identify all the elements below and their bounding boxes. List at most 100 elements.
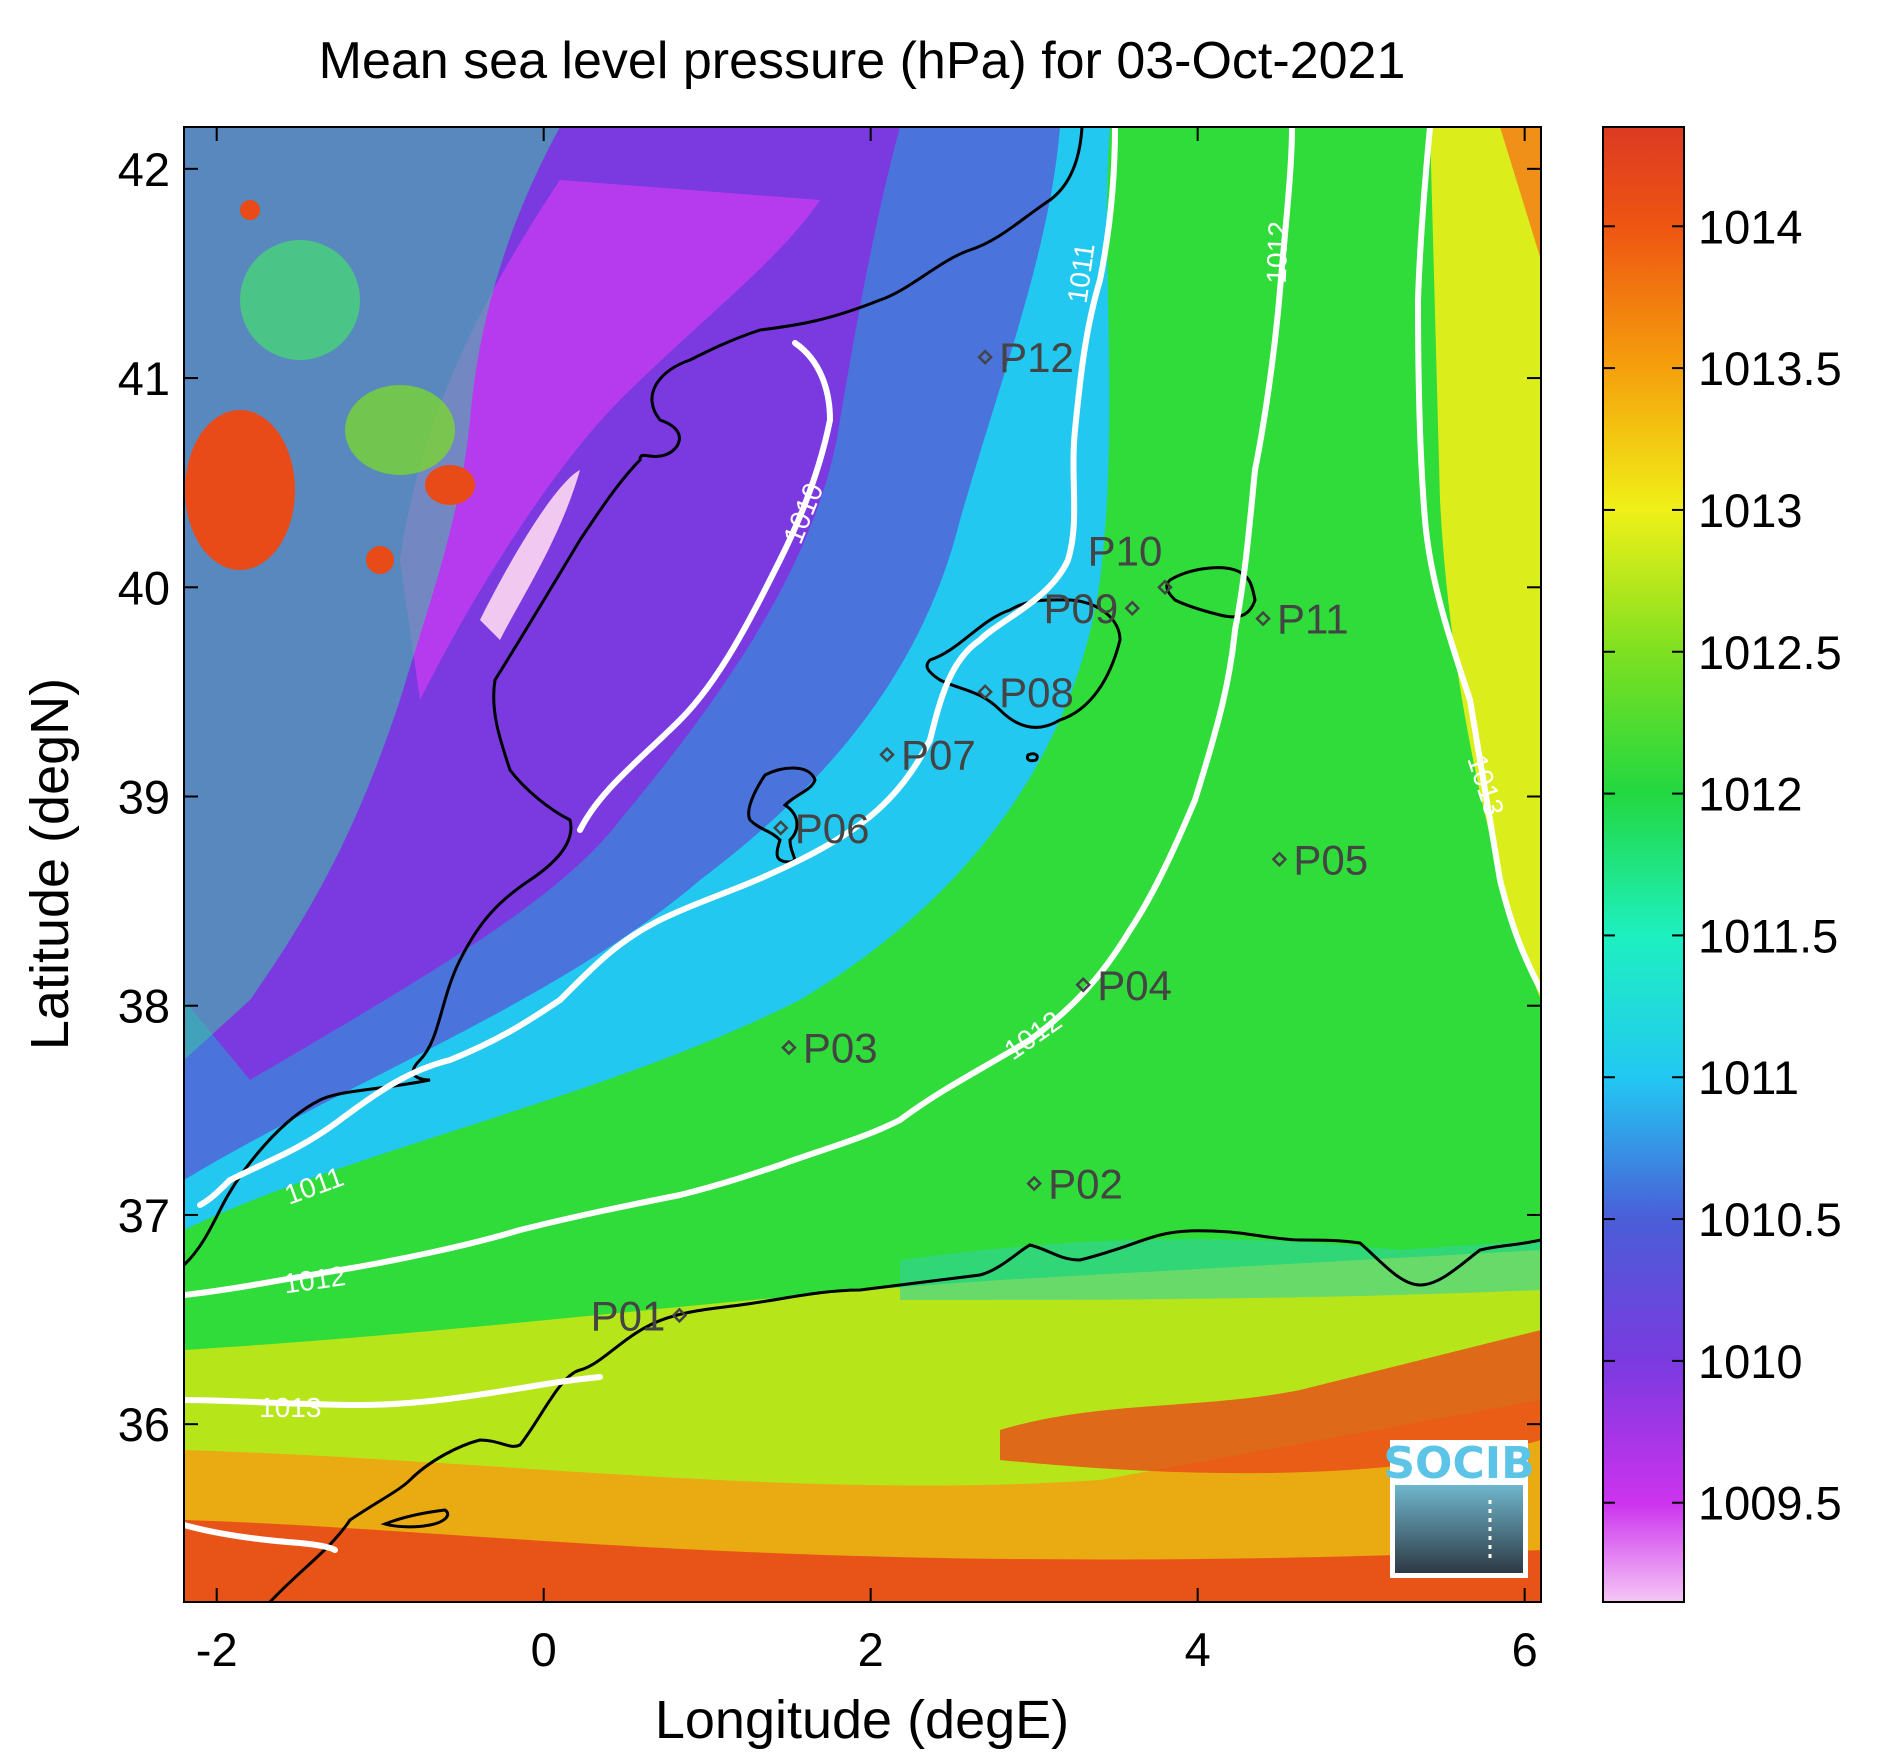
x-tick-label: 0 xyxy=(531,1623,557,1676)
station-p06[interactable]: P06 xyxy=(772,805,870,852)
isobar-1011-north xyxy=(197,127,1118,1208)
coastline-alboran xyxy=(380,1508,450,1529)
x-tick-label: 4 xyxy=(1185,1623,1211,1676)
station-marker xyxy=(1124,600,1141,616)
station-label: P02 xyxy=(1048,1161,1123,1208)
socib-logo-text: SOCIB xyxy=(1383,1438,1534,1489)
colorbar-tick-label: 1013 xyxy=(1698,484,1803,537)
field-africa-green xyxy=(900,1239,1541,1300)
stations: P01 P02 P03 P04 P05 P06 P07 P08 P09 P10 P11 P12 xyxy=(591,334,1368,1339)
station-label: P04 xyxy=(1097,962,1172,1009)
station-marker xyxy=(1026,1175,1042,1192)
isobars xyxy=(184,127,1541,1553)
coastline-mallorca xyxy=(925,598,1122,729)
field-land-high-1 xyxy=(185,410,295,570)
field-iberia-land xyxy=(184,127,560,1060)
field-africa-red-1 xyxy=(1000,1330,1541,1474)
colorbar-tick-label: 1009.5 xyxy=(1698,1477,1842,1530)
station-marker xyxy=(1157,579,1173,596)
colorbar-ticks: 1009.5 1010 1010.5 1011 1011.5 1012 1012.5 1013… xyxy=(1603,200,1842,1530)
y-tick-label: 40 xyxy=(118,561,170,614)
station-marker xyxy=(977,349,993,365)
x-tick-label: 6 xyxy=(1512,1623,1538,1676)
station-p12[interactable]: P12 xyxy=(977,334,1074,381)
station-label: P03 xyxy=(803,1025,878,1072)
colorbar-tick-label: 1011.5 xyxy=(1698,909,1838,962)
colorbar-tick-label: 1011 xyxy=(1698,1051,1799,1104)
coastline-iberia xyxy=(184,127,1084,1267)
x-tick-label: 2 xyxy=(858,1623,884,1676)
y-tick-label: 38 xyxy=(118,980,170,1033)
colorbar: 1009.5 1010 1010.5 1011 1011.5 1012 1012.5 1013… xyxy=(1602,126,1842,1603)
station-p04[interactable]: P04 xyxy=(1075,962,1172,1009)
station-p10[interactable]: P10 xyxy=(1088,527,1173,596)
y-tick-label: 42 xyxy=(118,143,170,196)
colorbar-tick-label: 1010 xyxy=(1698,1335,1803,1388)
isobar-label: 1012 xyxy=(1261,221,1294,284)
station-label: P07 xyxy=(901,732,976,779)
y-tick-label: 36 xyxy=(118,1398,170,1451)
y-tick-label: 39 xyxy=(118,771,170,824)
station-marker xyxy=(772,820,789,836)
station-label: P06 xyxy=(795,805,870,852)
isobar-1012 xyxy=(184,127,1295,1298)
field-land-high-2 xyxy=(425,465,475,505)
map-frame xyxy=(183,126,1542,1603)
station-p01[interactable]: P01 xyxy=(591,1292,688,1339)
station-p05[interactable]: P05 xyxy=(1271,836,1368,883)
isobar-1013-sw xyxy=(184,1522,338,1553)
isobar-label: 1013 xyxy=(259,1392,321,1423)
station-p03[interactable]: P03 xyxy=(781,1025,878,1072)
station-label: P11 xyxy=(1277,596,1349,643)
station-p11[interactable]: P11 xyxy=(1255,596,1349,643)
socib-logo-image xyxy=(1395,1485,1523,1573)
station-marker xyxy=(781,1039,797,1056)
colorbar-tick-label: 1012.5 xyxy=(1698,626,1842,679)
field-south-red xyxy=(184,1520,1541,1602)
station-marker xyxy=(977,684,993,700)
colorbar-tick-label: 1013.5 xyxy=(1698,342,1842,395)
field-east-orange xyxy=(1500,127,1541,260)
colorbar-tick-label: 1014 xyxy=(1698,200,1803,253)
station-label: P10 xyxy=(1088,527,1163,574)
socib-logo: SOCIB xyxy=(1383,1438,1535,1578)
colorbar-gradient xyxy=(1603,127,1684,1602)
station-marker xyxy=(1075,977,1091,993)
station-label: P12 xyxy=(999,334,1074,381)
station-p09[interactable]: P09 xyxy=(1044,585,1141,632)
coastline-cabrera xyxy=(1026,752,1039,763)
colorbar-tick-label: 1010.5 xyxy=(1698,1193,1842,1246)
coastline-menorca xyxy=(1165,566,1257,619)
colorbar-tick-label: 1012 xyxy=(1698,768,1803,821)
coastlines xyxy=(184,127,1541,1602)
x-tick-label: -2 xyxy=(196,1623,238,1676)
isobar-1010 xyxy=(577,340,834,833)
station-p07[interactable]: P07 xyxy=(879,732,976,779)
field-land-high-4 xyxy=(240,200,260,220)
field-east-high xyxy=(1430,127,1541,1000)
station-marker xyxy=(1271,851,1288,868)
station-marker xyxy=(671,1307,688,1324)
isobar-1013-east xyxy=(1414,127,1541,993)
coastline-africa xyxy=(268,1229,1541,1602)
station-label: P01 xyxy=(591,1292,666,1339)
station-p08[interactable]: P08 xyxy=(977,669,1074,716)
station-marker xyxy=(879,746,895,763)
station-p02[interactable]: P02 xyxy=(1026,1161,1123,1208)
chart-title: Mean sea level pressure (hPa) for 03-Oct… xyxy=(319,32,1406,90)
coastline-ibiza xyxy=(747,766,817,864)
station-marker xyxy=(1255,610,1271,627)
y-tick-label: 37 xyxy=(118,1189,170,1242)
field-land-green-1 xyxy=(240,240,360,360)
station-label: P08 xyxy=(999,669,1074,716)
colorbar-frame xyxy=(1602,126,1685,1603)
field-pink-core xyxy=(480,470,580,640)
x-axis-label: Longitude (degE) xyxy=(655,1690,1069,1750)
x-axis: -2 0 2 4 6 xyxy=(196,127,1538,1676)
station-label: P05 xyxy=(1293,836,1368,883)
field-land-green-2 xyxy=(345,385,455,475)
y-axis-label: Latitude (degN) xyxy=(20,678,80,1050)
station-label: P09 xyxy=(1044,585,1119,632)
